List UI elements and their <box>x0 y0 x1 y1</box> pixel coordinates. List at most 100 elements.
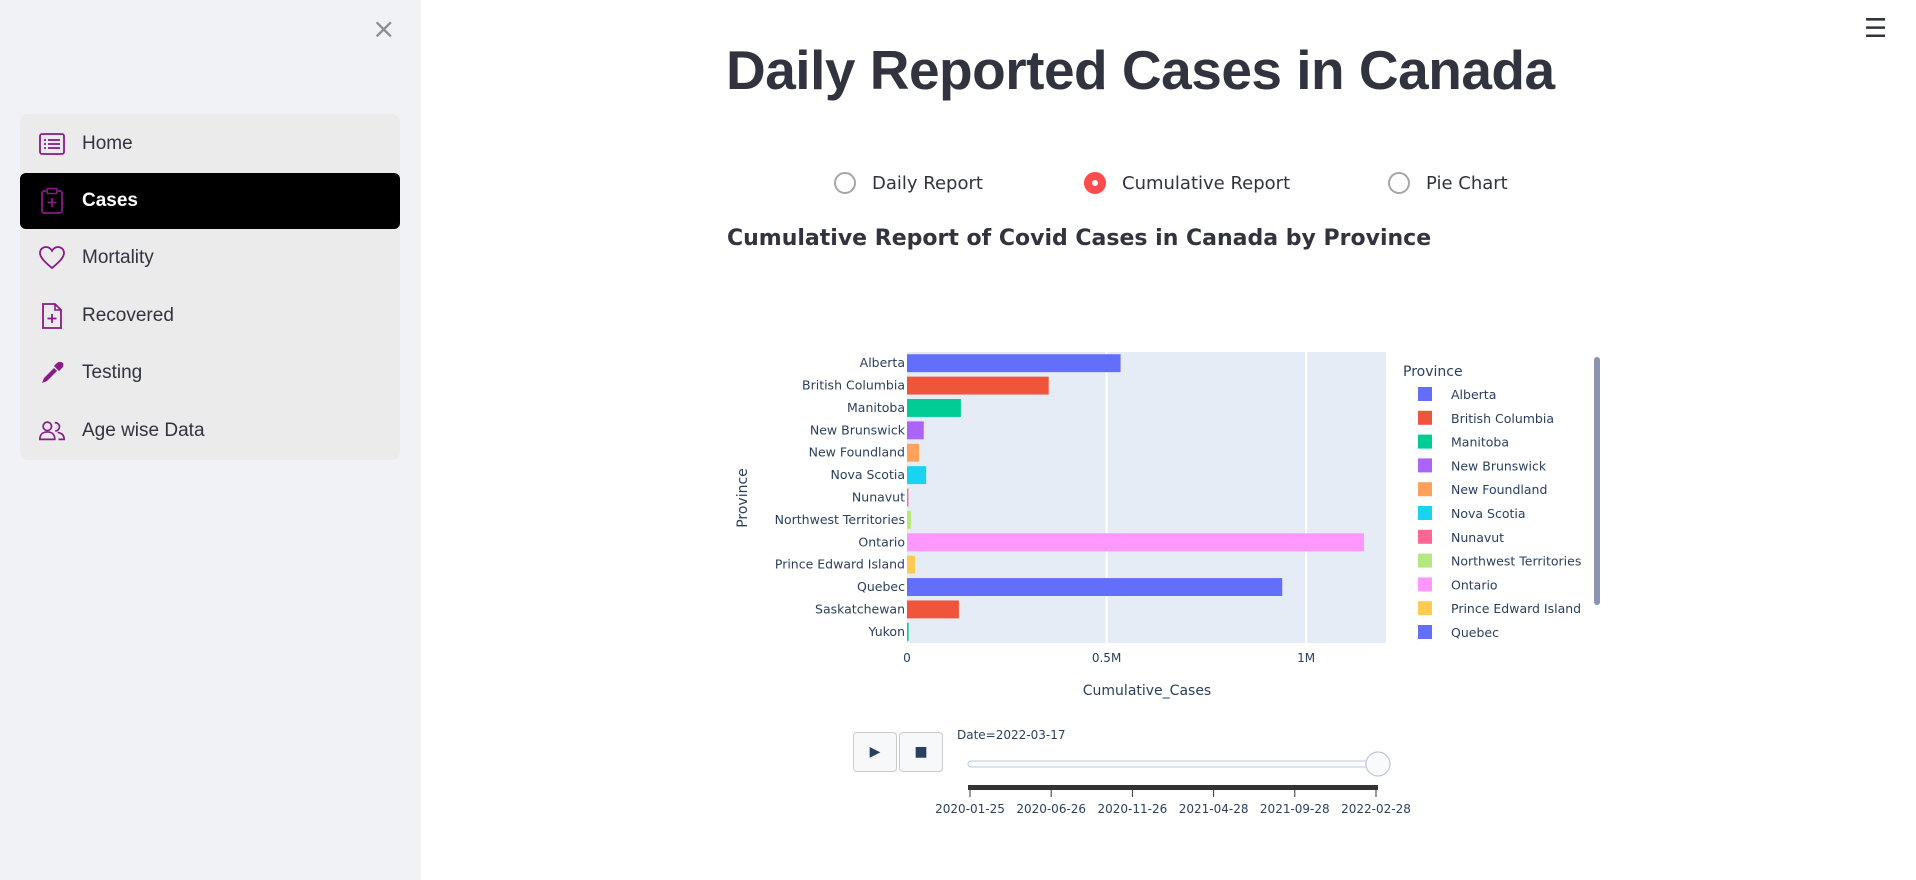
legend-swatch[interactable] <box>1418 387 1432 401</box>
list-icon <box>38 130 66 158</box>
stop-button[interactable]: ■ <box>899 732 943 772</box>
legend-swatch[interactable] <box>1418 506 1432 520</box>
slider-tick-label: 2020-11-26 <box>1098 802 1168 816</box>
y-tick-label: Northwest Territories <box>775 512 905 527</box>
x-tick-label: 0.5M <box>1092 651 1121 665</box>
legend-item[interactable]: Manitoba <box>1451 435 1509 450</box>
y-tick-label: Manitoba <box>847 400 905 415</box>
y-tick-label: Nova Scotia <box>830 467 905 482</box>
legend-swatch[interactable] <box>1418 553 1432 568</box>
slider-tick-label: 2021-09-28 <box>1260 802 1330 816</box>
sidebar-item-home[interactable]: Home <box>20 116 400 172</box>
radio-daily-report[interactable]: Daily Report <box>834 172 983 194</box>
play-button[interactable]: ▶ <box>853 732 897 772</box>
file-plus-icon <box>38 302 66 330</box>
radio-circle <box>834 172 856 194</box>
sidebar-item-label: Testing <box>82 362 143 383</box>
slider-tick-label: 2020-06-26 <box>1016 802 1086 816</box>
bar[interactable] <box>907 555 915 574</box>
legend-item[interactable]: New Brunswick <box>1451 458 1547 473</box>
legend-swatch[interactable] <box>1418 529 1432 544</box>
bar[interactable] <box>907 488 909 507</box>
radio-label: Cumulative Report <box>1122 172 1291 194</box>
legend-swatch[interactable] <box>1418 577 1432 592</box>
sidebar-item-testing[interactable]: Testing <box>20 345 400 401</box>
y-tick-label: British Columbia <box>802 378 905 393</box>
bar[interactable] <box>907 466 927 485</box>
page-title: Daily Reported Cases in Canada <box>726 39 1555 101</box>
legend-item[interactable]: Alberta <box>1451 387 1496 402</box>
y-tick-label: Saskatchewan <box>815 601 905 616</box>
y-tick-label: Alberta <box>860 355 905 370</box>
legend-item[interactable]: Quebec <box>1451 625 1499 640</box>
sidebar-item-label: Home <box>82 133 133 154</box>
legend-item[interactable]: Nova Scotia <box>1451 506 1526 521</box>
legend-swatch[interactable] <box>1418 410 1432 425</box>
sidebar-item-label: Cases <box>82 190 138 211</box>
legend-swatch[interactable] <box>1418 625 1432 639</box>
clipboard-plus-icon <box>38 187 66 215</box>
sidebar-item-label: Mortality <box>82 247 154 268</box>
bar[interactable] <box>907 600 959 619</box>
legend-item[interactable]: Northwest Territories <box>1451 554 1581 569</box>
hamburger-menu-icon[interactable]: ☰ <box>1864 14 1888 44</box>
x-tick-label: 0 <box>903 651 911 665</box>
legend-swatch[interactable] <box>1418 601 1432 616</box>
legend-item[interactable]: New Foundland <box>1451 482 1547 497</box>
y-tick-label: Ontario <box>858 534 905 549</box>
legend-swatch[interactable] <box>1418 482 1432 497</box>
y-tick-label: Prince Edward Island <box>775 557 905 572</box>
x-tick-label: 1M <box>1297 651 1315 665</box>
sidebar-item-age-wise-data[interactable]: Age wise Data <box>20 403 400 459</box>
y-tick-label: Nunavut <box>852 490 905 505</box>
x-axis-label: Cumulative_Cases <box>1083 683 1211 699</box>
sidebar-item-recovered[interactable]: Recovered <box>20 288 400 344</box>
legend-swatch[interactable] <box>1418 458 1432 473</box>
y-tick-label: Yukon <box>868 624 906 639</box>
legend-scrollbar[interactable] <box>1594 357 1600 605</box>
radio-label: Daily Report <box>872 172 983 194</box>
radio-pie-chart[interactable]: Pie Chart <box>1388 172 1508 194</box>
plot-background <box>907 352 1386 643</box>
close-icon[interactable]: × <box>372 12 396 45</box>
slider-tick-label: 2022-02-28 <box>1341 802 1411 816</box>
legend-item[interactable]: British Columbia <box>1451 411 1554 426</box>
y-tick-label: Quebec <box>857 579 905 594</box>
people-icon <box>38 417 66 445</box>
radio-cumulative-report[interactable]: Cumulative Report <box>1084 172 1290 194</box>
legend-item[interactable]: Prince Edward Island <box>1451 601 1581 616</box>
bar[interactable] <box>907 354 1121 373</box>
y-tick-label: New Brunswick <box>810 422 906 437</box>
sidebar-item-cases[interactable]: Cases <box>20 173 400 229</box>
sidebar-menu: Home Cases Mortality Recovered Testing <box>20 114 400 460</box>
slider-current-value: Date=2022-03-17 <box>957 728 1065 742</box>
radio-circle <box>1388 172 1410 194</box>
bar[interactable] <box>907 578 1283 596</box>
legend-item[interactable]: Ontario <box>1451 577 1498 592</box>
legend-swatch[interactable] <box>1418 434 1432 449</box>
heart-icon <box>38 244 66 272</box>
slider-handle[interactable] <box>1365 751 1391 777</box>
slider-tick-label: 2020-01-25 <box>935 802 1005 816</box>
radio-label: Pie Chart <box>1426 172 1508 194</box>
sidebar-item-label: Recovered <box>82 305 174 326</box>
legend-title: Province <box>1403 364 1463 380</box>
bar[interactable] <box>907 622 909 641</box>
eyedropper-icon <box>38 359 66 387</box>
slider-tick-bar <box>968 785 1378 790</box>
legend-item[interactable]: Nunavut <box>1451 530 1504 545</box>
bar[interactable] <box>907 399 961 417</box>
bar[interactable] <box>907 421 924 440</box>
radio-circle <box>1084 172 1106 194</box>
bar[interactable] <box>907 376 1049 395</box>
bar[interactable] <box>907 510 911 529</box>
slider-tick-label: 2021-04-28 <box>1179 802 1249 816</box>
slider-rail[interactable] <box>967 760 1379 768</box>
sidebar: × Home Cases Mortality Recovered <box>0 0 421 880</box>
sidebar-item-mortality[interactable]: Mortality <box>20 230 400 286</box>
bar[interactable] <box>907 533 1365 552</box>
y-tick-label: New Foundland <box>809 445 905 460</box>
bar[interactable] <box>907 443 919 462</box>
y-axis-label: Province <box>735 468 751 528</box>
